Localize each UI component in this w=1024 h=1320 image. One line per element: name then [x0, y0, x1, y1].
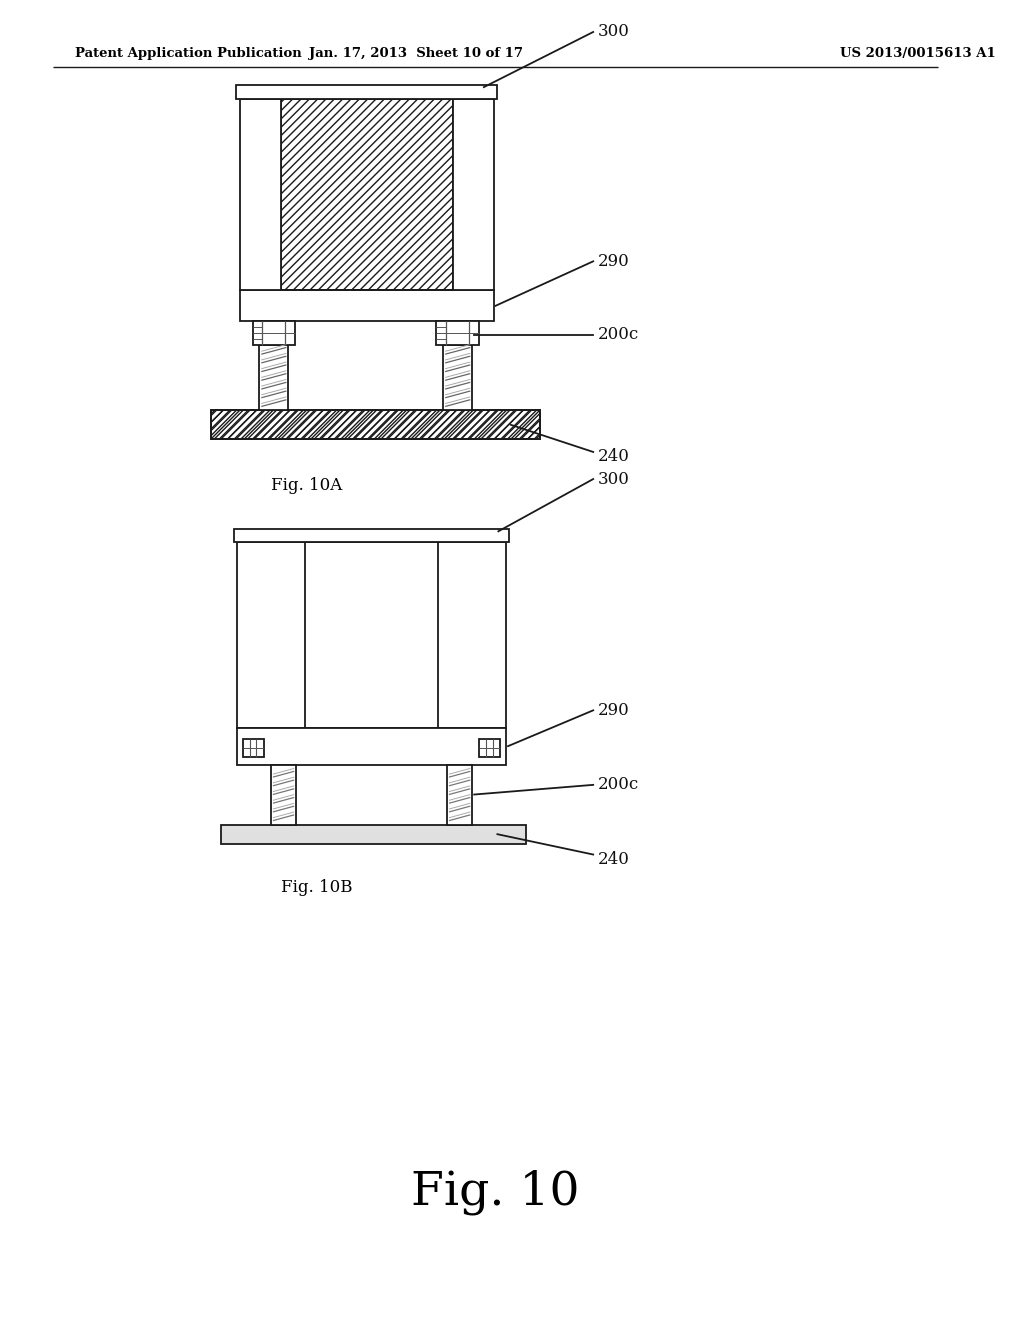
Bar — [479, 739, 501, 756]
Bar — [253, 321, 295, 345]
Text: 290: 290 — [598, 253, 630, 269]
Bar — [237, 86, 498, 99]
Bar — [240, 290, 494, 321]
Bar — [234, 529, 509, 543]
Bar — [453, 99, 494, 290]
Text: Fig. 10: Fig. 10 — [412, 1170, 580, 1214]
Text: 240: 240 — [598, 449, 630, 465]
Bar — [436, 321, 479, 345]
Text: 200c: 200c — [598, 326, 639, 343]
Text: 240: 240 — [598, 851, 630, 867]
Bar — [211, 411, 540, 440]
Bar — [243, 739, 264, 756]
Bar — [240, 99, 281, 290]
Text: Fig. 10B: Fig. 10B — [281, 879, 352, 896]
Text: 300: 300 — [598, 470, 630, 487]
Text: 290: 290 — [598, 702, 630, 719]
Bar — [259, 345, 289, 411]
Bar — [240, 99, 494, 290]
Bar — [238, 727, 506, 764]
Bar — [281, 99, 453, 290]
Bar — [238, 543, 506, 727]
Text: Jan. 17, 2013  Sheet 10 of 17: Jan. 17, 2013 Sheet 10 of 17 — [309, 46, 523, 59]
Text: 300: 300 — [598, 24, 630, 41]
Bar — [271, 764, 296, 825]
Text: US 2013/0015613 A1: US 2013/0015613 A1 — [840, 46, 995, 59]
Text: 200c: 200c — [598, 776, 639, 793]
Bar — [443, 345, 472, 411]
Text: Fig. 10A: Fig. 10A — [271, 478, 342, 494]
Bar — [220, 825, 526, 843]
Bar — [211, 411, 540, 440]
Bar — [447, 764, 472, 825]
Text: Patent Application Publication: Patent Application Publication — [76, 46, 302, 59]
